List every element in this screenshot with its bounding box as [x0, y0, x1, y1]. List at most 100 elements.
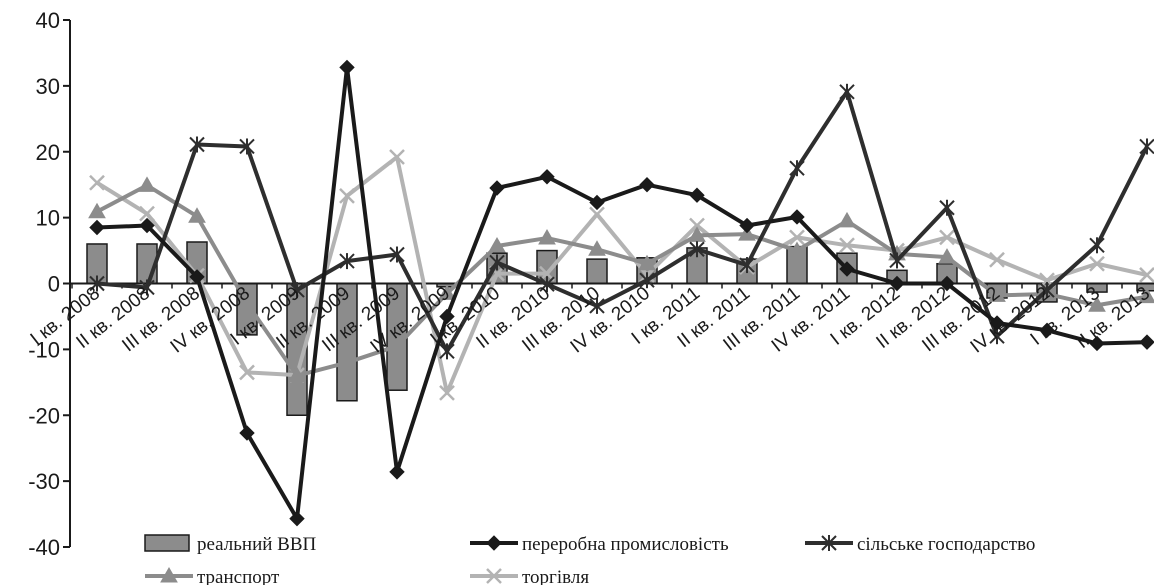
data-point-diamond: [689, 187, 705, 203]
y-tick-label: 30: [36, 74, 60, 99]
data-point-asterisk: [189, 136, 205, 153]
y-tick-label: -40: [28, 535, 60, 560]
data-point-triangle: [1088, 296, 1106, 312]
data-point-asterisk: [289, 282, 305, 299]
y-tick-label: 0: [48, 272, 60, 297]
data-point-x: [589, 206, 605, 223]
data-point-triangle: [788, 241, 806, 258]
data-point-asterisk: [139, 279, 155, 296]
data-point-diamond: [389, 464, 405, 480]
data-point-diamond: [739, 217, 755, 234]
bar-real-gdp: [586, 258, 608, 285]
series-line-asterisk: [96, 89, 1149, 354]
data-point-triangle: [138, 176, 156, 192]
data-point-diamond: [239, 425, 255, 441]
data-point-asterisk: [439, 343, 455, 360]
data-point-asterisk: [589, 297, 605, 314]
data-point-asterisk: [1039, 282, 1055, 299]
data-point-x-stroke-b: [339, 188, 355, 204]
legend-item: сільське господарство: [805, 534, 1035, 555]
data-point-asterisk: [1089, 237, 1105, 254]
data-point-triangle: [588, 240, 606, 256]
data-point-diamond: [989, 315, 1005, 331]
data-point-x: [939, 229, 955, 246]
data-point-triangle: [538, 229, 556, 245]
y-tick-label: -20: [28, 403, 60, 428]
data-point-asterisk: [1139, 138, 1154, 155]
data-point-x-stroke-b: [89, 174, 105, 191]
data-point-asterisk: [789, 160, 805, 177]
data-point-x: [789, 229, 805, 246]
data-point-diamond: [789, 209, 805, 225]
data-point-x-stroke-b: [139, 205, 155, 222]
data-point-asterisk: [889, 252, 905, 269]
data-point-triangle: [388, 337, 406, 353]
legend-swatch-bar: [144, 534, 190, 552]
y-tick-label: 10: [36, 206, 60, 231]
legend-marker-triangle: [160, 566, 178, 583]
data-point-triangle: [188, 207, 206, 223]
data-point-x-stroke-b: [939, 229, 955, 246]
data-point-x-stroke-b: [689, 217, 705, 234]
data-point-asterisk: [939, 199, 955, 216]
y-tick-label: -10: [28, 337, 60, 362]
legend-label: переробна промисловість: [522, 534, 729, 555]
data-point-diamond: [639, 176, 655, 193]
data-point-diamond: [889, 275, 905, 292]
data-point-x: [1139, 267, 1154, 283]
data-point-triangle: [288, 366, 306, 383]
data-point-x: [139, 205, 155, 222]
legend-label: торгівля: [522, 567, 589, 585]
data-point-diamond: [289, 510, 305, 527]
data-point-diamond: [439, 308, 455, 325]
data-point-x: [339, 188, 355, 204]
data-point-asterisk: [539, 276, 555, 293]
data-point-diamond: [939, 275, 955, 292]
data-point-x-stroke-b: [239, 364, 255, 381]
data-point-asterisk: [839, 83, 855, 100]
data-point-x-stroke-b: [839, 237, 855, 254]
data-point-x-stroke-b: [439, 384, 455, 401]
legend-label: реальний ВВП: [197, 534, 317, 555]
data-point-asterisk: [89, 275, 105, 292]
data-point-asterisk: [489, 254, 505, 271]
data-point-diamond: [539, 169, 555, 185]
data-point-x: [689, 217, 705, 234]
data-point-triangle: [338, 353, 356, 370]
y-tick-label: -30: [28, 469, 60, 494]
data-point-x-stroke-b: [989, 251, 1005, 268]
data-point-x-stroke-b: [1089, 255, 1105, 272]
series-line-x: [95, 155, 1148, 395]
data-point-triangle: [938, 248, 956, 264]
data-point-asterisk: [739, 257, 755, 274]
series-line-diamond: [96, 65, 1148, 521]
data-point-asterisk: [239, 138, 255, 155]
data-point-asterisk: [689, 241, 705, 258]
data-point-triangle: [838, 211, 856, 228]
data-point-x-stroke-b: [789, 229, 805, 246]
data-point-x-stroke-b: [1139, 267, 1154, 283]
data-point-diamond: [339, 59, 355, 76]
y-tick-label: 40: [36, 8, 60, 33]
data-point-asterisk: [989, 328, 1005, 345]
data-point-x: [439, 384, 455, 401]
data-point-triangle: [488, 236, 506, 253]
data-point-x-stroke-b: [489, 265, 505, 282]
data-point-asterisk: [389, 246, 405, 263]
data-point-x: [239, 364, 255, 381]
legend-marker-diamond: [486, 535, 502, 551]
data-point-diamond: [489, 180, 505, 196]
legend-item: переробна промисловість: [470, 534, 729, 555]
legend-item: транспорт: [145, 566, 280, 585]
data-point-asterisk: [339, 253, 355, 270]
data-point-triangle: [638, 254, 656, 271]
data-point-triangle: [238, 294, 256, 310]
legend-item: реальний ВВП: [144, 534, 317, 555]
data-point-diamond: [1089, 335, 1105, 352]
data-point-diamond: [139, 217, 155, 234]
data-point-x-stroke-b: [389, 149, 405, 165]
legend-marker-x-stroke-b: [486, 568, 502, 584]
data-point-x: [1089, 255, 1105, 272]
